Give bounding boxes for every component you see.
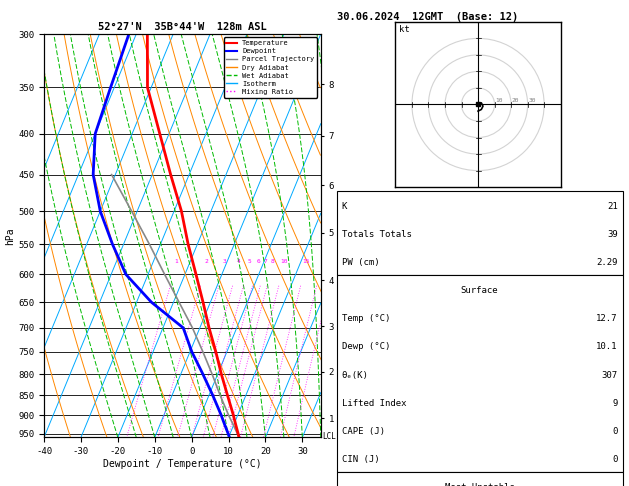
Text: © weatheronline.co.uk: © weatheronline.co.uk bbox=[432, 474, 537, 484]
Text: 39: 39 bbox=[607, 230, 618, 239]
Text: 3: 3 bbox=[223, 260, 226, 264]
Text: 21: 21 bbox=[607, 202, 618, 210]
Text: 307: 307 bbox=[601, 371, 618, 380]
Text: CAPE (J): CAPE (J) bbox=[342, 427, 384, 436]
Text: 15: 15 bbox=[302, 260, 309, 264]
Legend: Temperature, Dewpoint, Parcel Trajectory, Dry Adiabat, Wet Adiabat, Isotherm, Mi: Temperature, Dewpoint, Parcel Trajectory… bbox=[223, 37, 317, 98]
Text: 9: 9 bbox=[612, 399, 618, 408]
Text: Totals Totals: Totals Totals bbox=[342, 230, 411, 239]
Text: K: K bbox=[342, 202, 347, 210]
Text: θₑ(K): θₑ(K) bbox=[342, 371, 369, 380]
Y-axis label: hPa: hPa bbox=[6, 227, 15, 244]
Text: 7: 7 bbox=[264, 260, 268, 264]
Text: PW (cm): PW (cm) bbox=[342, 258, 379, 267]
Text: 6: 6 bbox=[256, 260, 260, 264]
Title: 52°27'N  35B°44'W  128m ASL: 52°27'N 35B°44'W 128m ASL bbox=[98, 22, 267, 32]
Text: 5: 5 bbox=[247, 260, 251, 264]
Text: 30: 30 bbox=[528, 98, 536, 103]
Text: 1: 1 bbox=[175, 260, 179, 264]
Text: Temp (°C): Temp (°C) bbox=[342, 314, 390, 323]
Text: Surface: Surface bbox=[461, 286, 498, 295]
Text: LCL: LCL bbox=[322, 432, 336, 441]
Text: 8: 8 bbox=[271, 260, 275, 264]
Text: 4: 4 bbox=[237, 260, 240, 264]
Text: Most Unstable: Most Unstable bbox=[445, 484, 515, 486]
Text: 10: 10 bbox=[281, 260, 288, 264]
Text: Lifted Index: Lifted Index bbox=[342, 399, 406, 408]
Text: 20: 20 bbox=[512, 98, 520, 103]
Text: Dewp (°C): Dewp (°C) bbox=[342, 343, 390, 351]
Text: 10.1: 10.1 bbox=[596, 343, 618, 351]
X-axis label: Dewpoint / Temperature (°C): Dewpoint / Temperature (°C) bbox=[103, 459, 262, 469]
Text: 10: 10 bbox=[496, 98, 503, 103]
Text: 12.7: 12.7 bbox=[596, 314, 618, 323]
Text: 0: 0 bbox=[612, 427, 618, 436]
Text: CIN (J): CIN (J) bbox=[342, 455, 379, 464]
Y-axis label: km
ASL: km ASL bbox=[345, 226, 361, 245]
Text: 2.29: 2.29 bbox=[596, 258, 618, 267]
Text: 30.06.2024  12GMT  (Base: 12): 30.06.2024 12GMT (Base: 12) bbox=[337, 12, 518, 22]
Text: kt: kt bbox=[399, 25, 409, 34]
Text: 2: 2 bbox=[204, 260, 208, 264]
Text: 0: 0 bbox=[612, 455, 618, 464]
